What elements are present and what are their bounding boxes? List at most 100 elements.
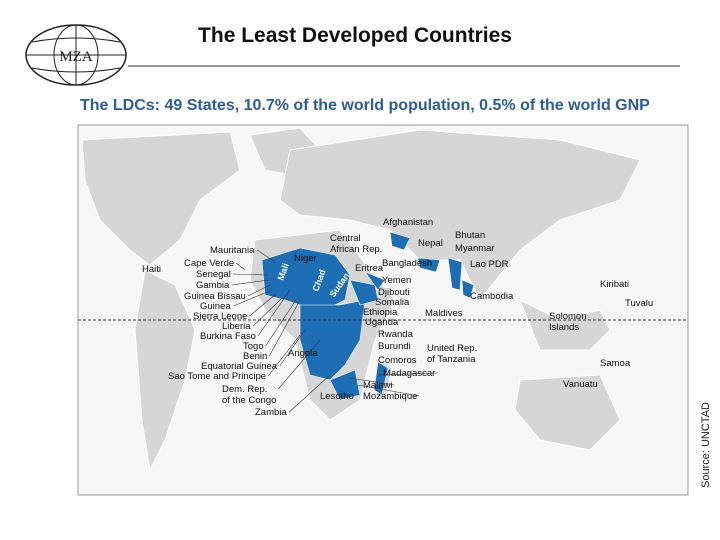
country-label: Guinea Bissau — [184, 291, 246, 302]
country-label: Cambodia — [470, 291, 514, 302]
country-label: Nepal — [418, 238, 443, 249]
label-line: Lesotho — [320, 391, 354, 402]
label-line: Afghanistan — [383, 217, 433, 228]
label-line: Guinea — [200, 301, 231, 312]
country-label: Sierra Leone — [193, 311, 247, 322]
map — [77, 124, 689, 496]
country-label: Togo — [243, 341, 264, 352]
subtitle: The LDCs: 49 States, 10.7% of the world … — [80, 97, 650, 114]
label-line: Burundi — [378, 341, 411, 352]
leader-line — [253, 297, 283, 327]
leader-line — [278, 339, 321, 390]
country-label: Uganda — [365, 317, 399, 328]
country-label: Sao Tome and Principe — [168, 371, 266, 382]
label-line: Eritrea — [355, 263, 384, 274]
label-line: Samoa — [600, 358, 631, 369]
label-line: Haiti — [142, 264, 161, 275]
label-line: Nepal — [418, 238, 443, 249]
label-line: Sao Tome and Principe — [168, 371, 266, 382]
country-label: Vanuatu — [563, 379, 598, 390]
country-label: Senegal — [196, 269, 231, 280]
label-line: Senegal — [196, 269, 231, 280]
label-line: Uganda — [365, 317, 399, 328]
label-line: Djibouti — [378, 287, 410, 298]
country-label: Eritrea — [355, 263, 384, 274]
country-label: Ethiopia — [363, 307, 398, 318]
country-label: Mauritania — [210, 245, 255, 256]
leader-line — [377, 372, 438, 376]
country-label: Maldives — [425, 308, 463, 319]
title: The Least Developed Countries — [198, 24, 512, 47]
label-line: Maldives — [425, 308, 463, 319]
country-label: Afghanistan — [383, 217, 433, 228]
country-label: Solomon Islands — [549, 311, 587, 333]
label-line: Lao PDR — [470, 259, 509, 270]
label-line: Zambia — [255, 407, 287, 418]
country-label: Benin — [243, 351, 267, 362]
country-label: Lesotho — [320, 391, 354, 402]
leader-line — [289, 374, 331, 413]
country-label: Burkina Faso — [200, 331, 256, 342]
label-line: Cambodia — [470, 291, 514, 302]
label-line: Cape Verde — [184, 258, 234, 269]
label-line: Dem. Rep. — [222, 384, 267, 395]
country-label: Bangladesh — [382, 258, 432, 269]
label-line: Togo — [243, 341, 264, 352]
leader-line — [357, 384, 420, 397]
country-label: Guinea — [200, 301, 231, 312]
country-label: Myanmar — [455, 243, 495, 254]
leader-line — [233, 289, 273, 307]
label-line: Mauritania — [210, 245, 255, 256]
label-line: Bangladesh — [382, 258, 432, 269]
country-label: Zambia — [255, 407, 287, 418]
country-label: Angola — [288, 348, 318, 359]
country-label: Cape Verde — [184, 258, 234, 269]
leader-line — [349, 377, 395, 386]
country-label: Mozambique — [363, 391, 417, 402]
country-label: Malawi — [363, 380, 393, 391]
label-line: Malawi — [363, 380, 393, 391]
label-line: Solomon — [549, 311, 587, 322]
country-label: Samoa — [600, 358, 631, 369]
country-label: Burundi — [378, 341, 411, 352]
leader-line — [279, 329, 306, 367]
leader-line — [257, 289, 291, 337]
label-line: Angola — [288, 348, 318, 359]
country-label: Bhutan — [455, 230, 485, 241]
country-label: Liberia — [222, 321, 251, 332]
leader-line — [265, 299, 297, 347]
country-label: Yemen — [382, 275, 411, 286]
label-line: Benin — [243, 351, 267, 362]
leader-line — [232, 273, 269, 276]
logo-text: MZA — [59, 49, 93, 65]
leader-line — [249, 293, 277, 317]
country-label: Gambia — [196, 280, 230, 291]
label-line: Niger — [294, 253, 317, 264]
logo: MZA — [25, 24, 127, 86]
label-line: Ethiopia — [363, 307, 398, 318]
leader-line — [247, 284, 271, 297]
label-line: Central — [330, 233, 361, 244]
leader-line — [267, 334, 301, 377]
label-line: Sierra Leone — [193, 311, 247, 322]
country-label: Kiribati — [600, 279, 629, 290]
label-line: Comoros — [378, 355, 417, 366]
leader-line — [269, 299, 301, 357]
country-label: Rwanda — [378, 329, 414, 340]
label-line: Myanmar — [455, 243, 495, 254]
country-label: Equatorial Guinea — [201, 361, 278, 372]
label-line: of Tanzania — [427, 354, 476, 365]
label-line: Equatorial Guinea — [201, 361, 278, 372]
label-line: African Rep. — [330, 244, 382, 255]
country-label: Central African Rep. — [330, 233, 382, 255]
country-label: Comoros — [378, 355, 417, 366]
label-line: Islands — [549, 322, 579, 333]
label-line: Liberia — [222, 321, 251, 332]
label-line: Bhutan — [455, 230, 485, 241]
country-label: Djibouti — [378, 287, 410, 298]
label-line: Somalia — [375, 297, 410, 308]
label-line: Rwanda — [378, 329, 414, 340]
country-label: Haiti — [142, 264, 161, 275]
label-line: Yemen — [382, 275, 411, 286]
